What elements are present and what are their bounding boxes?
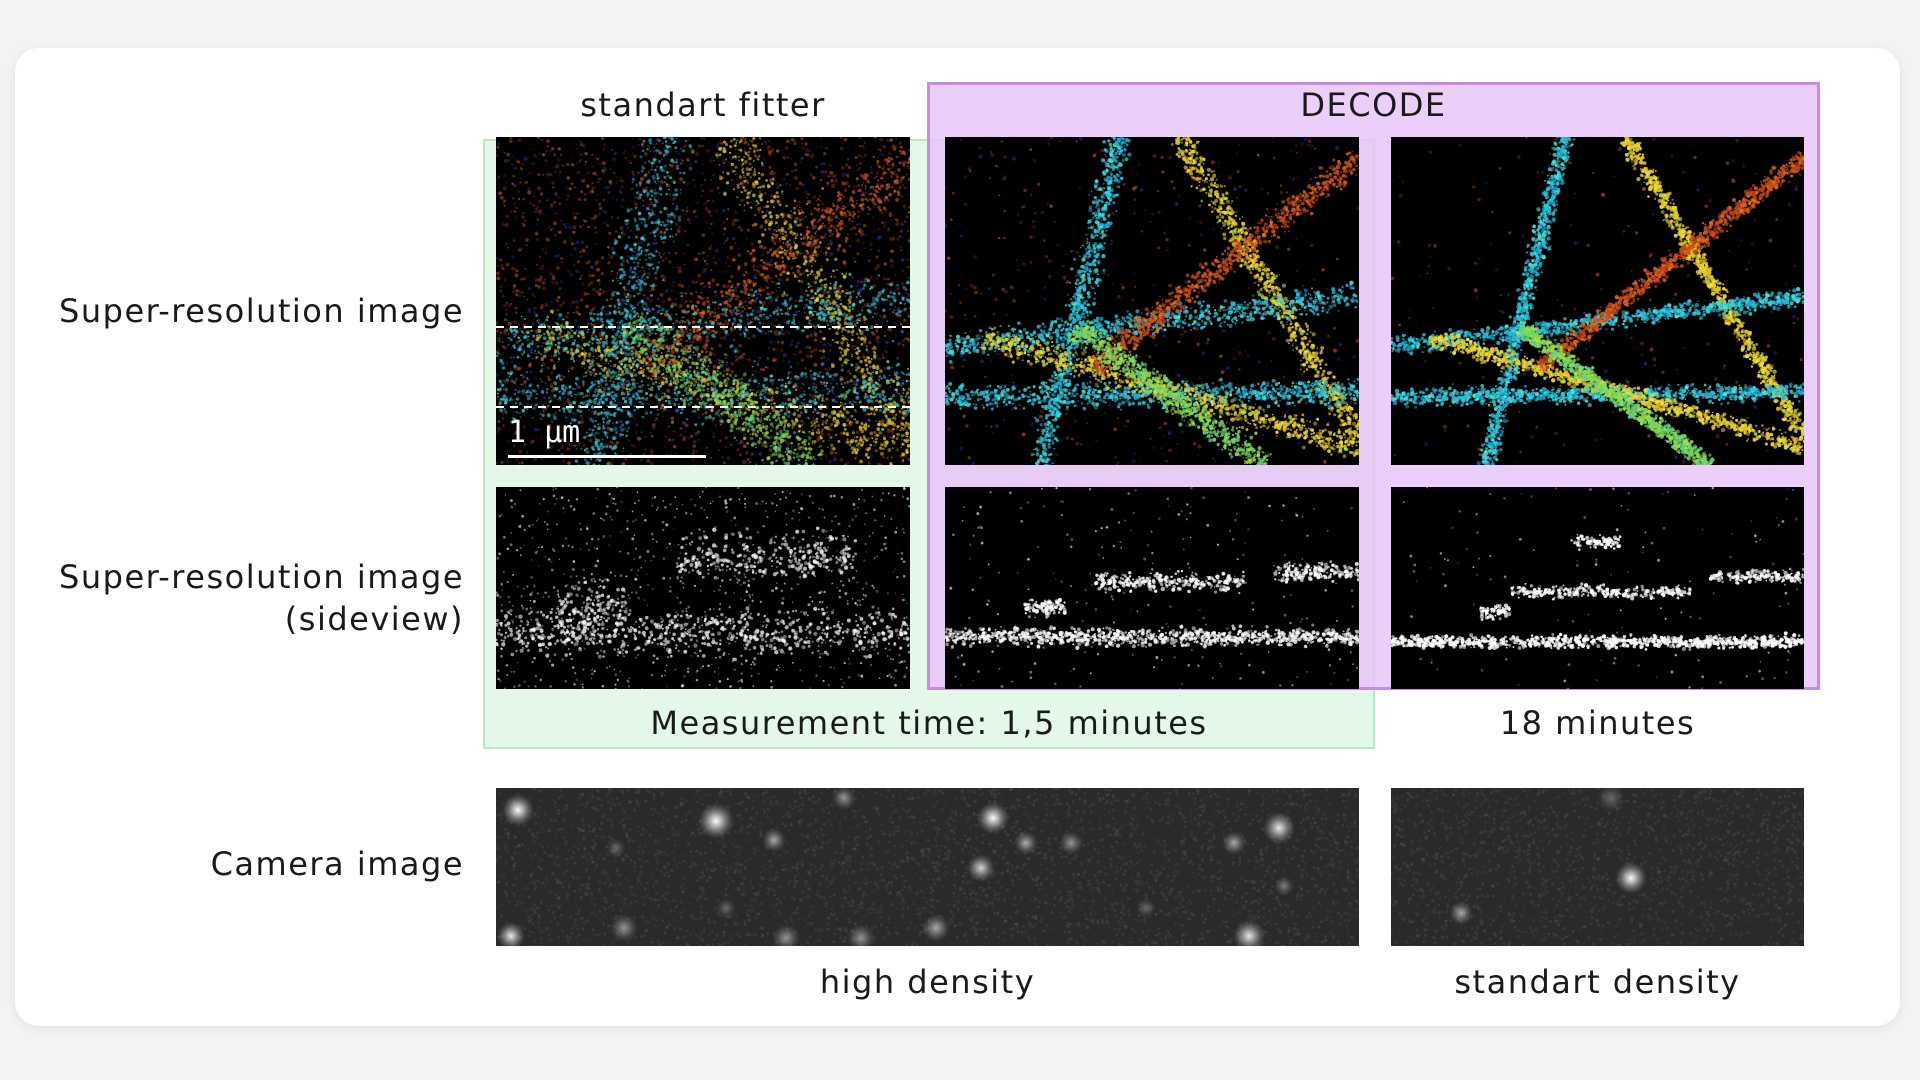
sideview-decode-long bbox=[1391, 487, 1804, 689]
super-resolution-decode-fast bbox=[945, 137, 1359, 465]
row-label-sideview-line2: (sideview) bbox=[40, 598, 464, 640]
sideview-standard-fitter bbox=[496, 487, 910, 689]
row-label-super-resolution: Super-resolution image bbox=[40, 290, 464, 332]
row-label-camera: Camera image bbox=[40, 843, 464, 885]
super-resolution-decode-long bbox=[1391, 137, 1804, 465]
header-standard-fitter: standart fitter bbox=[496, 84, 910, 126]
measurement-time-short: Measurement time: 1,5 minutes bbox=[483, 702, 1375, 744]
scale-bar bbox=[508, 455, 706, 458]
camera-image-high-density bbox=[496, 788, 1359, 946]
row-label-sideview-line1: Super-resolution image bbox=[40, 556, 464, 598]
density-label-high: high density bbox=[496, 961, 1359, 1003]
scale-bar-label: 1 µm bbox=[508, 416, 580, 450]
super-resolution-standard-fitter bbox=[496, 137, 910, 465]
header-decode: DECODE bbox=[927, 84, 1820, 126]
measurement-time-long: 18 minutes bbox=[1391, 702, 1804, 744]
sideview-decode-fast bbox=[945, 487, 1359, 689]
camera-image-standard-density bbox=[1391, 788, 1804, 946]
density-label-standard: standart density bbox=[1391, 961, 1804, 1003]
